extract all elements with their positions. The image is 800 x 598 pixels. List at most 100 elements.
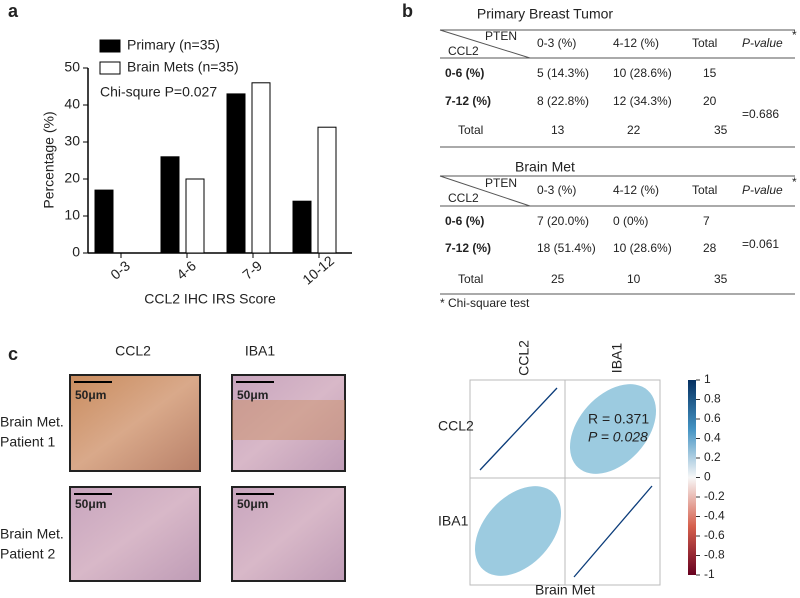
bar: [94, 189, 114, 254]
correlation-ellipse: [569, 384, 657, 474]
footnote: * Chi-square test: [440, 296, 530, 310]
row-label: Total: [458, 272, 483, 286]
matrix-title: Brain Met: [535, 582, 595, 598]
micrograph: [69, 486, 201, 582]
colorbar-tick-label: -0.8: [704, 548, 725, 562]
matrix-row-label: IBA1: [438, 513, 469, 529]
table-cell: 13: [551, 123, 565, 137]
y-tick-label: 30: [64, 133, 80, 149]
header-cell: CCL2: [448, 44, 479, 58]
y-tick-label: 0: [72, 244, 80, 260]
table-cell: 10 (28.6%): [613, 241, 672, 255]
bar: [185, 178, 205, 254]
bar: [226, 93, 246, 254]
stain: [232, 400, 345, 440]
table-cell: 10 (28.6%): [613, 66, 672, 80]
row-label: Patient 1: [0, 434, 55, 450]
x-tick-label: 10-12: [299, 252, 337, 287]
correlation-ellipse: [474, 486, 562, 576]
row-label: 7-12 (%): [445, 94, 491, 108]
table-cell: 7: [703, 214, 710, 228]
bar: [160, 156, 180, 254]
x-axis-label: CCL2 IHC IRS Score: [144, 291, 276, 307]
diagonal: [573, 485, 653, 578]
legend-label: Brain Mets (n=35): [127, 59, 239, 75]
table-title: Brain Met: [515, 159, 575, 175]
table-cell: 8 (22.8%): [537, 94, 589, 108]
legend-swatch: [99, 61, 121, 75]
micrograph: [231, 486, 346, 582]
legend-label: Primary (n=35): [127, 37, 220, 53]
table-cell: 25: [551, 272, 565, 286]
header-cell: PTEN: [485, 176, 517, 190]
scale-label: 50μm: [75, 497, 106, 511]
header-cell: PTEN: [485, 29, 517, 43]
colorbar-tick-label: 0.6: [704, 411, 721, 425]
row-label: Total: [458, 123, 483, 137]
colorbar-tick-label: -0.4: [704, 509, 725, 523]
table-cell: 35: [714, 272, 728, 286]
colorbar-tick-label: 0.8: [704, 392, 721, 406]
p-value: =0.061: [742, 237, 779, 251]
colorbar-tick-label: 0.2: [704, 450, 721, 464]
p-label: P = 0.028: [588, 429, 648, 445]
legend-swatch: [99, 39, 121, 53]
colorbar-tick-label: -0.2: [704, 489, 725, 503]
bar: [317, 126, 337, 254]
scale-label: 50μm: [75, 388, 106, 402]
diagonal: [479, 387, 558, 471]
header-cell: P-value: [742, 36, 783, 50]
colorbar-tick-label: 0.4: [704, 431, 721, 445]
table-cell: 0 (0%): [613, 214, 648, 228]
diagonal-rule: [439, 29, 531, 59]
table-cell: 22: [627, 123, 641, 137]
r-label: R = 0.371: [588, 411, 649, 427]
colorbar-tick-label: 0: [704, 470, 711, 484]
colorbar-tick-label: -1: [704, 567, 715, 581]
header-cell: *: [792, 175, 797, 189]
y-axis-label: Percentage (%): [41, 111, 57, 208]
header-cell: 0-3 (%): [537, 36, 576, 50]
matrix-col-label: CCL2: [516, 340, 532, 376]
row-label: 0-6 (%): [445, 214, 484, 228]
header-cell: 0-3 (%): [537, 183, 576, 197]
colorbar-tick-label: 1: [704, 372, 711, 386]
row-label: Brain Met.: [0, 414, 64, 430]
colorbar-tick-label: -0.6: [704, 528, 725, 542]
header-cell: 4-12 (%): [613, 36, 659, 50]
row-label: Brain Met.: [0, 526, 64, 542]
panel-a: a Chi-squre P=0.027 CCL2 IHC IRS Score P…: [8, 1, 352, 307]
x-tick-label: 4-6: [173, 257, 199, 282]
x-tick-label: 0-3: [107, 257, 133, 282]
panel-b: b * Chi-square test Primary Breast Tumor…: [402, 1, 797, 310]
header-cell: 4-12 (%): [613, 183, 659, 197]
table-cell: 5 (14.3%): [537, 66, 589, 80]
header-cell: *: [792, 28, 797, 42]
colorbar: [688, 380, 696, 575]
column-label: IBA1: [245, 343, 276, 359]
row-label: Patient 2: [0, 546, 55, 562]
scale-label: 50μm: [237, 388, 268, 402]
table-cell: 10: [627, 272, 641, 286]
matrix-row-label: CCL2: [438, 418, 474, 434]
column-label: CCL2: [115, 343, 151, 359]
panel-label: c: [8, 344, 18, 364]
panel-c: c CCL2 IBA1 Brain Met. Patient 1 Brain M…: [0, 340, 725, 598]
table-cell: 28: [703, 241, 717, 255]
micrograph: [231, 374, 346, 472]
table-cell: 18 (51.4%): [537, 241, 596, 255]
y-tick-label: 40: [64, 96, 80, 112]
y-tick-label: 50: [64, 59, 80, 75]
table-title: Primary Breast Tumor: [477, 6, 613, 22]
header-cell: P-value: [742, 183, 783, 197]
header-cell: Total: [692, 183, 717, 197]
scale-label: 50μm: [237, 497, 268, 511]
row-label: 0-6 (%): [445, 66, 484, 80]
table-cell: 7 (20.0%): [537, 214, 589, 228]
bar: [251, 82, 271, 254]
table-cell: 35: [714, 123, 728, 137]
bar: [292, 200, 312, 254]
panel-label: b: [402, 1, 413, 21]
header-cell: CCL2: [448, 191, 479, 205]
